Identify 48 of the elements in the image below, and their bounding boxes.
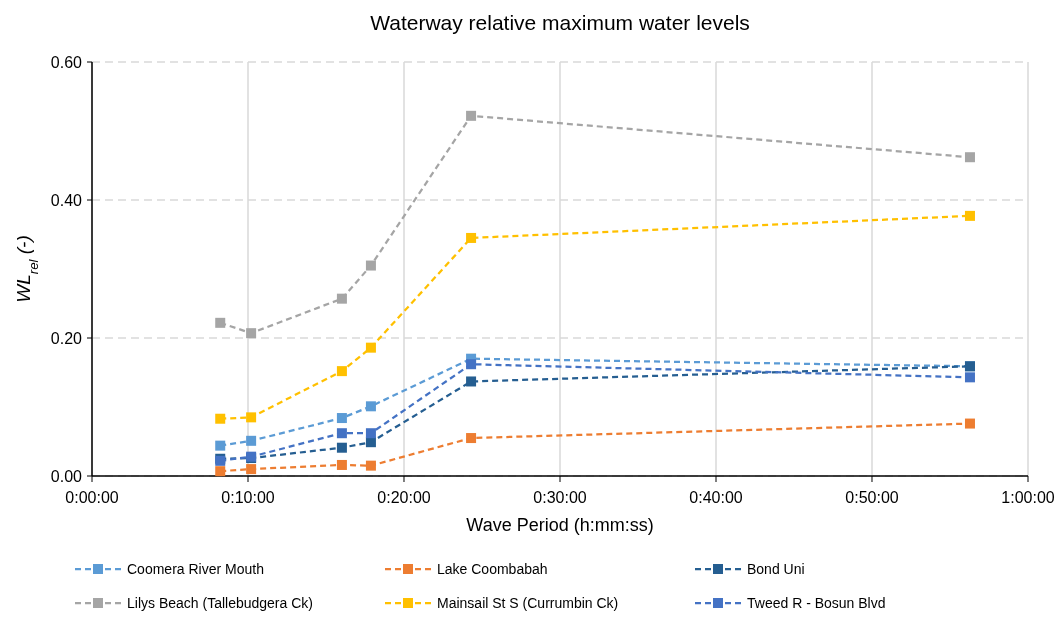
- x-axis-title: Wave Period (h:mm:ss): [466, 515, 654, 535]
- point: [246, 412, 257, 423]
- chart-title: Waterway relative maximum water levels: [370, 11, 750, 34]
- point: [466, 376, 477, 387]
- point: [215, 466, 226, 477]
- point: [964, 210, 975, 221]
- point: [215, 413, 226, 424]
- point: [336, 442, 347, 453]
- y-tick-label: 0.60: [50, 53, 83, 71]
- point: [365, 428, 376, 439]
- point: [336, 413, 347, 424]
- point: [365, 437, 376, 448]
- x-tick-label: 0:40:00: [689, 489, 743, 506]
- point: [336, 459, 347, 470]
- point: [365, 260, 376, 271]
- legend-label: Lilys Beach (Tallebudgera Ck): [127, 594, 313, 611]
- x-tick-label: 0:50:00: [845, 489, 899, 506]
- legend-label: Bond Uni: [747, 560, 805, 577]
- point: [215, 440, 226, 451]
- x-tick-label: 1:00:00: [1001, 489, 1055, 506]
- y-tick-label: 0.00: [50, 467, 83, 485]
- point: [336, 428, 347, 439]
- point: [964, 372, 975, 383]
- point: [466, 433, 477, 444]
- legend-label: Lake Coombabah: [437, 560, 548, 577]
- point: [365, 342, 376, 353]
- legend-label: Tweed R - Bosun Blvd: [747, 594, 886, 611]
- point: [246, 464, 257, 475]
- x-tick-label: 0:10:00: [221, 489, 275, 506]
- point: [246, 328, 257, 339]
- point: [215, 317, 226, 328]
- point: [246, 435, 257, 446]
- legend-label: Mainsail St S (Currumbin Ck): [437, 594, 619, 611]
- x-tick-label: 0:30:00: [533, 489, 587, 506]
- point: [365, 460, 376, 471]
- point: [466, 232, 477, 243]
- point: [964, 418, 975, 429]
- point: [336, 293, 347, 304]
- point: [365, 401, 376, 412]
- point: [466, 359, 477, 370]
- y-tick-label: 0.40: [50, 191, 83, 209]
- y-tick-label: 0.20: [50, 329, 83, 347]
- point: [964, 152, 975, 163]
- x-tick-label: 0:00:00: [65, 489, 119, 506]
- legend-label: Coomera River Mouth: [127, 560, 264, 577]
- point: [466, 110, 477, 121]
- x-tick-label: 0:20:00: [377, 489, 431, 506]
- point: [336, 366, 347, 377]
